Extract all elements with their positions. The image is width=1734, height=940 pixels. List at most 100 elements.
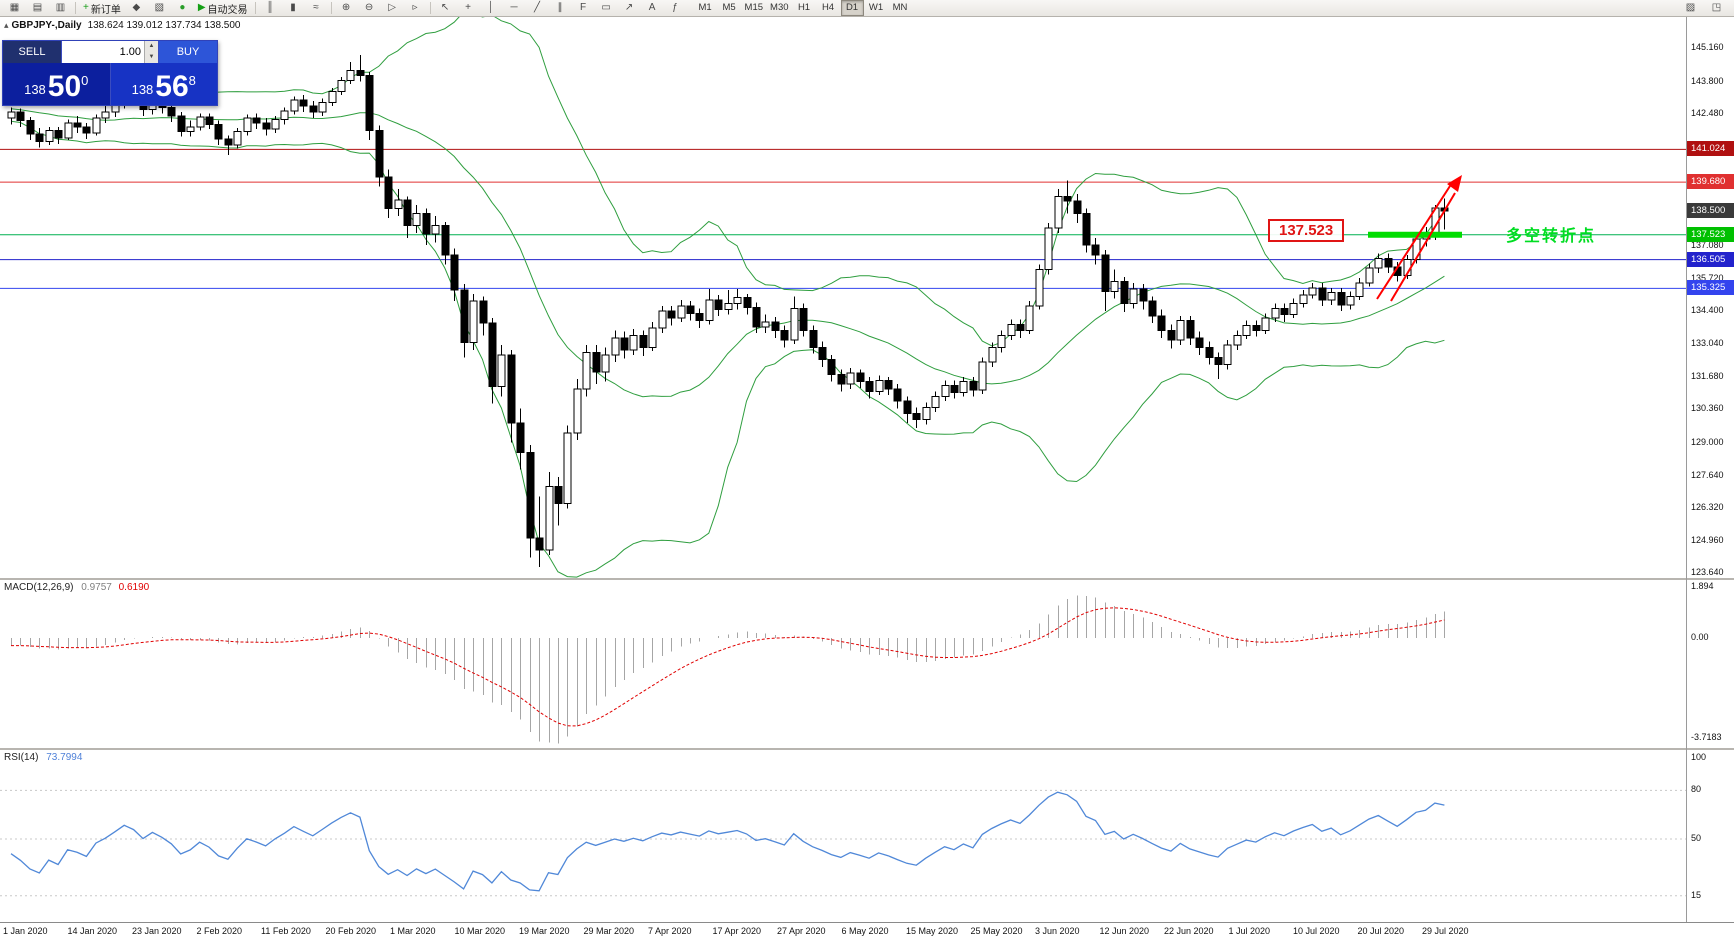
price-label-123.640: 123.640 bbox=[1691, 567, 1724, 578]
timeframe-button-M5[interactable]: M5 bbox=[722, 2, 736, 13]
candlestick-chart-icon[interactable]: ▮ bbox=[283, 0, 304, 17]
rsi-indicator-label: RSI(14) 73.7994 bbox=[4, 752, 82, 763]
time-label-15-May-2020: 15 May 2020 bbox=[906, 926, 959, 936]
zoom-out-icon[interactable]: ⊖ bbox=[359, 0, 380, 17]
macd-histogram bbox=[10, 595, 1446, 744]
fibonacci-icon: F bbox=[579, 2, 587, 13]
timeframe-button-M15[interactable]: M15 bbox=[744, 2, 764, 13]
volume-input[interactable] bbox=[62, 41, 144, 63]
price-badge-135.325: 135.325 bbox=[1687, 280, 1734, 296]
price-label-130.360: 130.360 bbox=[1691, 403, 1724, 414]
volume-increase-button[interactable]: ▲ bbox=[145, 41, 158, 52]
time-label-29-Mar-2020: 29 Mar 2020 bbox=[583, 926, 635, 936]
chart-shift-icon[interactable]: ▹ bbox=[405, 0, 426, 17]
time-label-10-Jul-2020: 10 Jul 2020 bbox=[1293, 926, 1340, 936]
time-axis[interactable]: 1 Jan 2020 14 Jan 2020 23 Jan 2020 2 Feb 20… bbox=[0, 922, 1686, 940]
auto-scroll-icon: ▷ bbox=[388, 2, 396, 13]
price-badge-141.024: 141.024 bbox=[1687, 141, 1734, 157]
fullscreen-icon[interactable]: ◳ bbox=[1706, 0, 1727, 17]
fibonacci-icon[interactable]: F bbox=[573, 0, 594, 17]
timeframe-button-M30[interactable]: M30 bbox=[770, 2, 789, 13]
macd-axis-label-1.894: 1.894 bbox=[1691, 580, 1714, 591]
zoom-in-icon: ⊕ bbox=[341, 2, 351, 13]
market-watch-icon[interactable]: ● bbox=[172, 0, 193, 17]
autotrading-button[interactable]: ▶ 自动交易 bbox=[195, 0, 251, 17]
rsi-panel-separator[interactable] bbox=[0, 748, 1734, 750]
timeframe-button-MN[interactable]: MN bbox=[892, 2, 908, 13]
candlestick-chart-icon: ▮ bbox=[290, 2, 296, 13]
line-chart-icon: ≈ bbox=[313, 2, 319, 13]
turning-point-label[interactable]: 多空转折点 bbox=[1506, 228, 1597, 245]
macd-panel-separator[interactable] bbox=[0, 578, 1734, 580]
turning-point-segment[interactable] bbox=[1368, 231, 1462, 238]
bollinger-upper-band bbox=[10, 11, 1445, 347]
window-layout-icon[interactable]: ▥ bbox=[50, 0, 71, 17]
timeframe-button-D1[interactable]: D1 bbox=[840, 0, 864, 16]
volume-spinner: ▲ ▼ bbox=[144, 41, 158, 63]
timeframe-button-H1[interactable]: H1 bbox=[797, 2, 811, 13]
vertical-line-icon[interactable]: │ bbox=[481, 0, 502, 17]
zoom-in-icon[interactable]: ⊕ bbox=[336, 0, 357, 17]
indicators-icon[interactable]: ƒ bbox=[665, 0, 686, 17]
trendline-icon[interactable]: ╱ bbox=[527, 0, 548, 17]
ask-prefix: 138 bbox=[131, 82, 154, 97]
bid-prefix: 138 bbox=[24, 82, 46, 97]
text-label-icon[interactable]: A bbox=[642, 0, 663, 17]
bar-chart-icon[interactable]: ║ bbox=[260, 0, 281, 17]
cursor-icon: ↖ bbox=[440, 2, 450, 13]
cursor-icon[interactable]: ↖ bbox=[435, 0, 456, 17]
new-order-button[interactable]: + 新订单 bbox=[80, 0, 124, 17]
vertical-line-icon: │ bbox=[487, 2, 495, 13]
window-layout-icon: ▥ bbox=[55, 2, 66, 13]
line-chart-icon[interactable]: ≈ bbox=[306, 0, 327, 17]
price-axis[interactable]: 145.160 143.800 142.480 137.080 135.720 134.4… bbox=[1686, 0, 1734, 922]
toolbar-separator bbox=[75, 2, 76, 14]
fullscreen-icon: ◳ bbox=[1711, 2, 1722, 13]
bid-pip-digit: 0 bbox=[81, 73, 89, 88]
price-label-137.080: 137.080 bbox=[1691, 239, 1724, 250]
time-label-1-Jul-2020: 1 Jul 2020 bbox=[1228, 926, 1271, 936]
trend-arrow[interactable] bbox=[1376, 175, 1462, 302]
price-axis-separator bbox=[1686, 17, 1687, 922]
text-label-icon: A bbox=[648, 2, 656, 13]
macd-signal-line bbox=[11, 607, 1445, 727]
time-label-19-Mar-2020: 19 Mar 2020 bbox=[519, 926, 570, 936]
alerts-icon[interactable]: ◆ bbox=[126, 0, 147, 17]
one-click-collapse-icon[interactable]: ▴ bbox=[4, 20, 9, 30]
buy-button[interactable]: BUY bbox=[158, 41, 217, 63]
price-badge-137.523: 137.523 bbox=[1687, 226, 1734, 242]
timeframe-button-M1[interactable]: M1 bbox=[698, 2, 712, 13]
sell-button[interactable]: SELL bbox=[3, 41, 62, 63]
price-label-127.640: 127.640 bbox=[1691, 469, 1724, 480]
price-annotation-box[interactable]: 137.523 bbox=[1268, 219, 1345, 242]
shapes-icon[interactable]: ▭ bbox=[596, 0, 617, 17]
symbol-period-label: GBPJPY-,Daily bbox=[11, 20, 82, 31]
alerts-icon: ◆ bbox=[132, 2, 141, 13]
chart-profiles-icon[interactable]: ▤ bbox=[27, 0, 48, 17]
indicators-icon: ƒ bbox=[672, 2, 678, 13]
auto-scroll-icon[interactable]: ▷ bbox=[382, 0, 403, 17]
arrow-object-icon[interactable]: ↗ bbox=[619, 0, 640, 17]
price-label-145.160: 145.160 bbox=[1691, 42, 1724, 53]
timeframe-button-H4[interactable]: H4 bbox=[821, 2, 835, 13]
new-order-button-label: 新订单 bbox=[90, 4, 121, 16]
rsi-title: RSI(14) bbox=[4, 752, 39, 763]
price-label-129.000: 129.000 bbox=[1691, 436, 1724, 447]
channel-icon[interactable]: ∥ bbox=[550, 0, 571, 17]
mailbox-icon[interactable]: ▧ bbox=[149, 0, 170, 17]
crosshair-icon[interactable]: + bbox=[458, 0, 479, 17]
new-chart-icon[interactable]: ▦ bbox=[4, 0, 25, 17]
volume-decrease-button[interactable]: ▼ bbox=[145, 52, 158, 63]
chart-properties-icon[interactable]: ▨ bbox=[1680, 0, 1701, 17]
time-label-2-Feb-2020: 2 Feb 2020 bbox=[196, 926, 243, 936]
horizontal-line-icon[interactable]: ─ bbox=[504, 0, 525, 17]
bid-price[interactable]: 138 50 0 bbox=[3, 63, 110, 105]
price-label-142.480: 142.480 bbox=[1691, 107, 1724, 118]
ask-price[interactable]: 138 56 8 bbox=[109, 63, 217, 105]
rsi-axis-label-15: 15 bbox=[1691, 889, 1702, 900]
timeframe-button-W1[interactable]: W1 bbox=[868, 2, 884, 13]
macd-title: MACD(12,26,9) bbox=[4, 582, 74, 593]
